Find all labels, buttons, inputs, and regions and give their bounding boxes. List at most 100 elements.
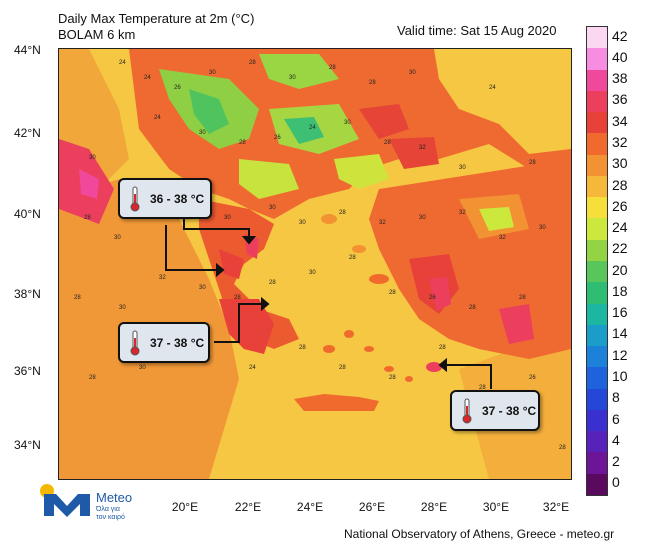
thermometer-icon: [462, 398, 472, 423]
temperature-value: 26: [274, 135, 281, 141]
lat-label: 44°N: [14, 43, 41, 57]
temperature-value: 28: [439, 345, 446, 351]
colorbar-label: 22: [612, 240, 628, 257]
meteo-logo-icon: [44, 494, 90, 517]
colorbar-swatch: [587, 90, 607, 113]
colorbar-label: 8: [612, 389, 620, 406]
callout-label: 37 - 38 °C: [482, 403, 537, 418]
temperature-value: 28: [249, 60, 256, 66]
lon-label: 30°E: [482, 500, 510, 514]
temperature-value: 28: [299, 345, 306, 351]
colorbar-label: 14: [612, 325, 628, 342]
model-name: BOLAM 6 km: [58, 27, 136, 42]
temperature-value: 30: [89, 155, 96, 161]
peloponnese: [219, 299, 274, 354]
colorbar-label: 18: [612, 282, 628, 299]
temperature-value: 28: [389, 290, 396, 296]
temperature-callout: 37 - 38 °C: [118, 322, 210, 363]
colorbar-swatch: [587, 346, 607, 368]
colorbar-label: 38: [612, 70, 628, 87]
colorbar-swatch: [587, 48, 607, 71]
lon-label: 20°E: [171, 500, 199, 514]
lon-label: 26°E: [358, 500, 386, 514]
colorbar-label: 24: [612, 219, 628, 236]
temperature-value: 28: [384, 140, 391, 146]
temperature-value: 30: [419, 215, 426, 221]
black-sea-area: [434, 49, 571, 154]
lat-label: 36°N: [14, 364, 41, 378]
colorbar-swatch: [587, 175, 607, 198]
temperature-value: 32: [419, 145, 426, 151]
temperature-value: 26: [429, 295, 436, 301]
map-title: Daily Max Temperature at 2m (°C): [58, 11, 255, 26]
temperature-value: 24: [249, 365, 256, 371]
thermometer-icon: [130, 330, 140, 355]
colorbar-label: 4: [612, 431, 620, 448]
footer-credit: National Observatory of Athens, Greece -…: [344, 527, 615, 541]
temperature-value: 30: [199, 285, 206, 291]
temperature-value: 24: [119, 60, 126, 66]
temperature-value: 24: [309, 125, 316, 131]
temperature-value: 32: [459, 210, 466, 216]
temperature-value: 30: [114, 235, 121, 241]
temperature-value: 30: [224, 215, 231, 221]
colorbar-swatch: [587, 154, 607, 177]
colorbar-label: 0: [612, 474, 620, 491]
temperature-value: 28: [329, 65, 336, 71]
colorbar-swatch: [587, 409, 607, 432]
crete-island: [294, 394, 379, 411]
temperature-value: 30: [344, 120, 351, 126]
callout-arrows: [165, 210, 492, 389]
colorbar-label: 32: [612, 134, 628, 150]
temperature-value: 26: [529, 375, 536, 381]
temperature-value: 30: [309, 270, 316, 276]
temperature-value: 28: [339, 210, 346, 216]
colorbar-swatch: [587, 239, 607, 262]
temperature-value: 30: [119, 305, 126, 311]
colorbar-swatch: [587, 27, 607, 49]
temperature-value: 26: [174, 85, 181, 91]
thermometer-icon: [130, 186, 140, 211]
callout-label: 37 - 38 °C: [150, 335, 205, 350]
colorbar-swatch: [587, 133, 607, 156]
temperature-value: 28: [529, 160, 536, 166]
colorbar-label: 26: [612, 197, 628, 214]
temperature-callout: 36 - 38 °C: [118, 178, 212, 219]
temperature-value: 32: [499, 235, 506, 241]
colorbar-swatch: [587, 261, 607, 283]
lon-label: 22°E: [234, 500, 262, 514]
valid-time: Valid time: Sat 15 Aug 2020: [397, 23, 557, 38]
colorbar-label: 34: [612, 112, 628, 129]
callout-label: 36 - 38 °C: [150, 191, 205, 206]
brand-tagline: Όλα για: [96, 506, 120, 513]
temperature-value: 30: [209, 70, 216, 76]
colorbar-label: 28: [612, 176, 628, 193]
lat-label: 38°N: [14, 287, 41, 301]
lat-label: 40°N: [14, 207, 41, 221]
temperature-value: 30: [409, 70, 416, 76]
temperature-callout: 37 - 38 °C: [450, 390, 540, 431]
temperature-value: 28: [349, 255, 356, 261]
colorbar-swatch: [587, 473, 607, 496]
lat-label: 34°N: [14, 438, 41, 452]
colorbar-swatch: [587, 324, 607, 347]
temperature-value: 28: [239, 140, 246, 146]
colorbar-label: 16: [612, 304, 628, 321]
colorbar-swatch: [587, 197, 607, 219]
greece-mainland: [199, 199, 299, 349]
temperature-value: 24: [144, 75, 151, 81]
temperature-value: 30: [539, 225, 546, 231]
colorbar-swatch: [587, 452, 607, 475]
temperature-value: 30: [299, 220, 306, 226]
colorbar: [586, 26, 608, 496]
temperature-value: 28: [389, 375, 396, 381]
temperature-value: 24: [489, 85, 496, 91]
colorbar-swatch: [587, 112, 607, 134]
temperature-value: 28: [519, 295, 526, 301]
colorbar-label: 6: [612, 410, 620, 427]
colorbar-label: 30: [612, 155, 628, 172]
lat-label: 42°N: [14, 126, 41, 140]
temperature-value: 30: [459, 165, 466, 171]
lon-label: 32°E: [542, 500, 570, 514]
lon-label: 28°E: [420, 500, 448, 514]
